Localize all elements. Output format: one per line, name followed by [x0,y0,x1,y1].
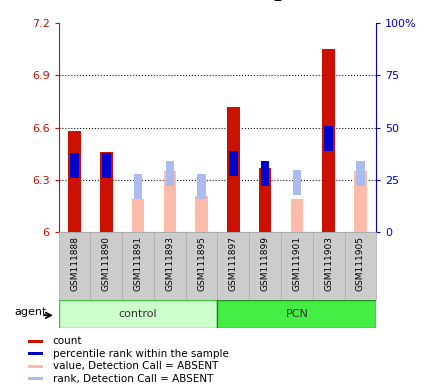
Bar [28,377,43,381]
Text: count: count [53,336,82,346]
Bar [68,131,81,232]
Text: GSM111899: GSM111899 [260,236,269,291]
Bar [28,340,43,343]
Bar [322,49,334,232]
Bar [280,232,312,300]
Bar [260,161,269,186]
Text: GSM111890: GSM111890 [102,236,111,291]
Text: GSM111891: GSM111891 [133,236,142,291]
Bar [122,232,154,300]
Bar [102,153,110,178]
Bar [132,199,144,232]
Bar [134,174,142,199]
Text: rank, Detection Call = ABSENT: rank, Detection Call = ABSENT [53,374,213,384]
Bar [185,232,217,300]
Bar [59,232,90,300]
Bar [28,365,43,368]
Bar [227,107,239,232]
Bar [197,174,205,199]
Text: control: control [118,309,157,319]
Text: GSM111897: GSM111897 [228,236,237,291]
Text: percentile rank within the sample: percentile rank within the sample [53,349,228,359]
Bar [292,169,300,195]
Text: GSM111893: GSM111893 [165,236,174,291]
Text: GSM111888: GSM111888 [70,236,79,291]
Bar [344,232,375,300]
Bar [229,151,237,176]
Bar [28,353,43,356]
Bar [90,232,122,300]
Bar [312,232,344,300]
Text: PCN: PCN [285,309,308,319]
Bar [100,152,112,232]
Bar [355,161,364,186]
Bar [165,161,174,186]
Text: value, Detection Call = ABSENT: value, Detection Call = ABSENT [53,361,217,371]
Bar [163,171,176,232]
Bar [217,232,249,300]
Text: GSM111895: GSM111895 [197,236,206,291]
Bar [249,232,280,300]
Text: GSM111903: GSM111903 [323,236,332,291]
Text: GSM111905: GSM111905 [355,236,364,291]
Bar [195,196,207,232]
Bar [217,300,375,328]
Bar [70,153,79,178]
Bar [324,126,332,151]
Bar [154,232,185,300]
Text: agent: agent [15,308,47,318]
Bar [258,168,271,232]
Bar [353,171,366,232]
Bar [290,199,302,232]
Bar [59,300,217,328]
Text: GSM111901: GSM111901 [292,236,301,291]
